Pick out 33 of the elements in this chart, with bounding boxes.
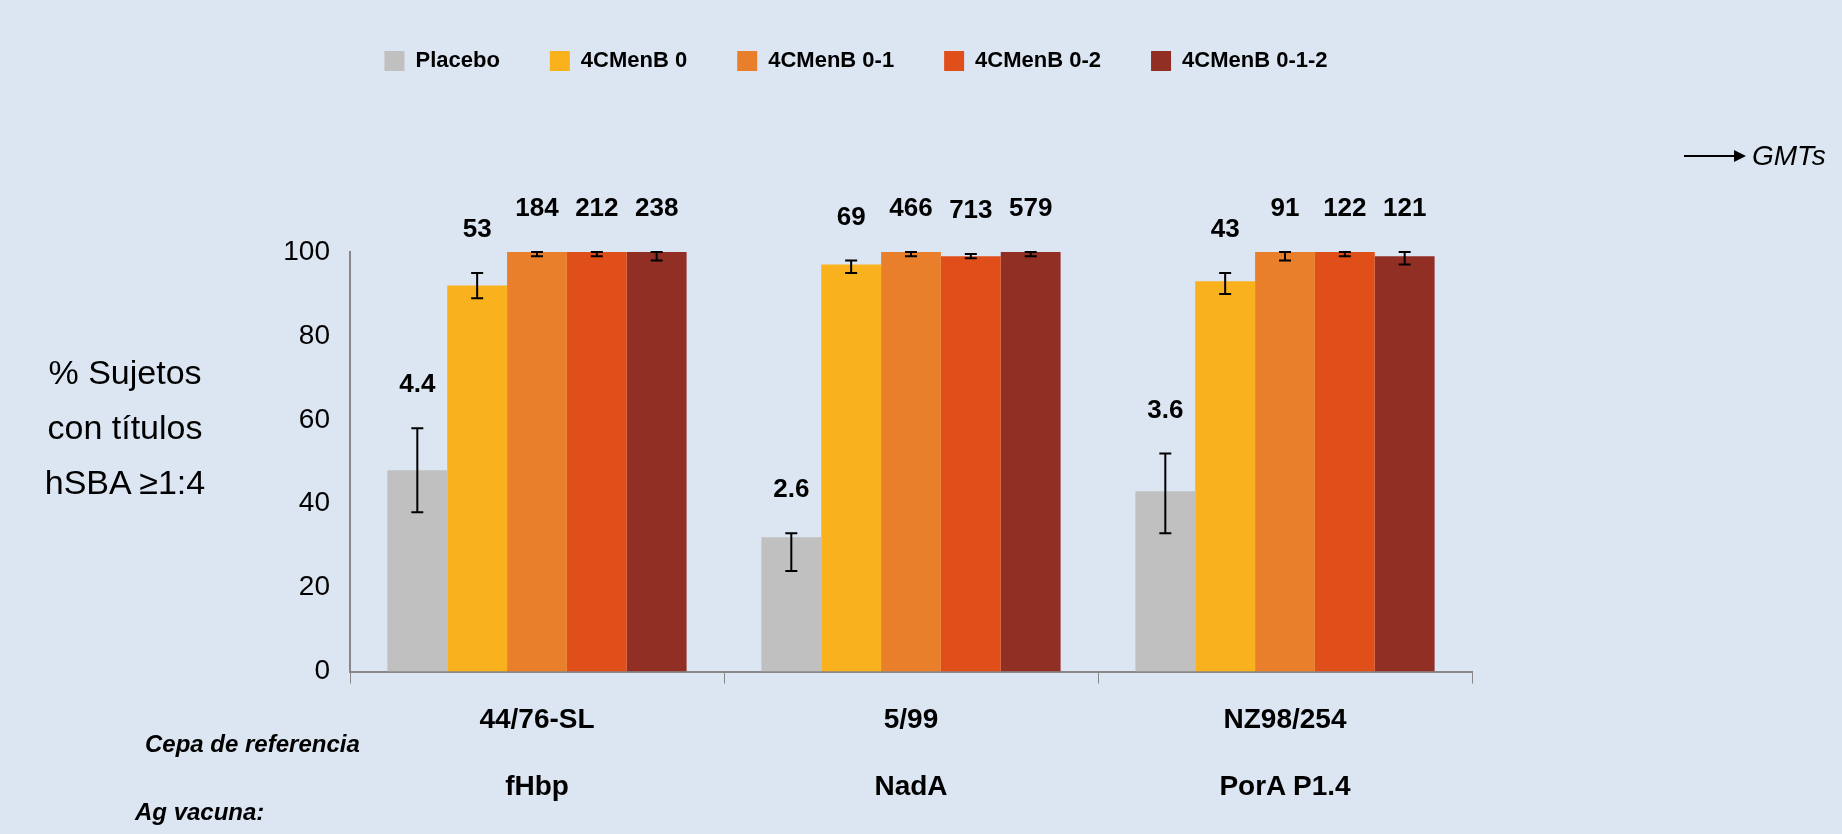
text: GMTs [1752, 140, 1826, 172]
text: Cepa de referencia [145, 730, 360, 758]
text: 184 [515, 192, 560, 223]
y-tick-label: 80 [298, 318, 330, 350]
legend-label: 4CMenB 0-1 [768, 47, 895, 73]
text: 579 [1008, 192, 1053, 223]
y-tick-label: 40 [298, 486, 330, 518]
legend-label: 4CMenB 0 [580, 47, 688, 73]
text: 69 [836, 200, 866, 231]
legend-label: Placebo [415, 47, 500, 73]
y-tick-label: 20 [298, 570, 330, 602]
text: 121 [1382, 192, 1427, 223]
category-label: 5/99 NadA [874, 702, 948, 802]
annotation: 3.6 [1147, 393, 1184, 424]
text: 466 [889, 192, 933, 223]
text: 43 [1210, 213, 1240, 244]
y-tick-label: 60 [298, 402, 330, 434]
annotation: 2.6 [773, 473, 810, 504]
y-tick-label: 100 [283, 234, 330, 266]
legend-label: 4CMenB 0-2 [975, 47, 1102, 73]
text: 238 [634, 192, 679, 223]
annotation: 4.4 [399, 368, 436, 399]
category-label: 44/76-SL fHbp [479, 702, 595, 802]
text: 91 [1270, 192, 1300, 223]
y-axis-title: % Sujetos con títulos hSBA ≥1:4 [43, 352, 207, 503]
text: 53 [462, 213, 492, 244]
y-tick-label: 0 [314, 654, 330, 686]
text: 122 [1323, 192, 1367, 223]
text: Ag vacuna: [135, 798, 265, 826]
text: 713 [949, 194, 993, 225]
category-label: NZ98/254 PorA P1.4 [1219, 702, 1351, 802]
legend-label: 4CMenB 0-1-2 [1182, 47, 1328, 73]
text: 212 [575, 192, 619, 223]
